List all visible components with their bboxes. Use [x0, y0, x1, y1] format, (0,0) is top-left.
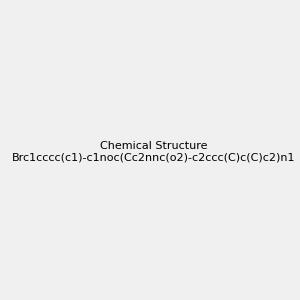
Text: Chemical Structure
Brc1cccc(c1)-c1noc(Cc2nnc(o2)-c2ccc(C)c(C)c2)n1: Chemical Structure Brc1cccc(c1)-c1noc(Cc…: [12, 141, 296, 162]
